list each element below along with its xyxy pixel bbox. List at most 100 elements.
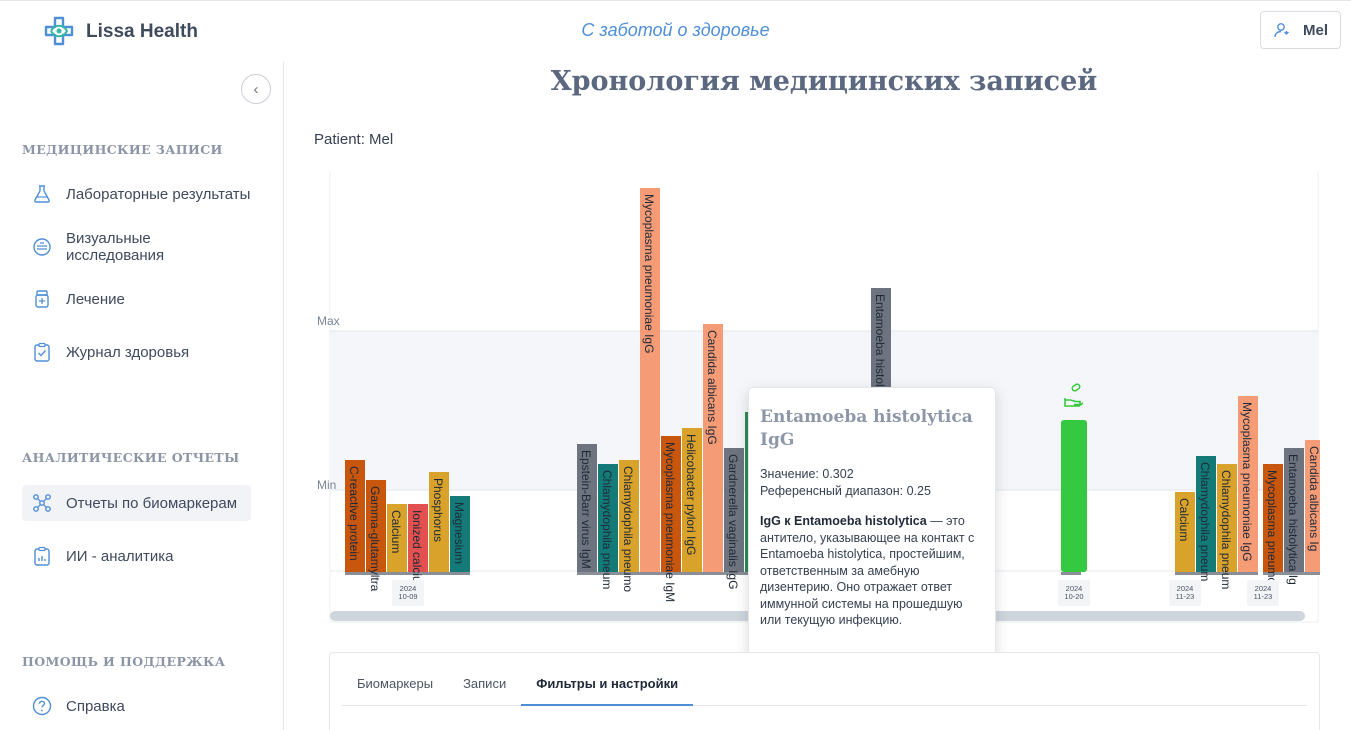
sidebar-item-imaging[interactable]: Визуальные исследования bbox=[22, 229, 251, 265]
date-label: 2024 bbox=[1066, 584, 1083, 593]
date-label-bg bbox=[1058, 580, 1090, 606]
bar-label: Entamoeba histolytica Ig bbox=[1286, 454, 1300, 585]
biomarker-bar[interactable] bbox=[1175, 492, 1195, 572]
tooltip-description-term: IgG к Entamoeba histolytica bbox=[760, 514, 927, 528]
tooltip-title: Entamoeba histolytica IgG bbox=[760, 407, 973, 450]
date-label-bg bbox=[1169, 580, 1201, 606]
bar-label: Phosphorus bbox=[431, 478, 445, 542]
bar-label: Magnesium bbox=[452, 502, 466, 564]
group-baseline bbox=[577, 572, 765, 575]
biomarker-tooltip: Entamoeba histolytica IgG Значение: 0.30… bbox=[748, 387, 996, 665]
sidebar-item-lab-results[interactable]: Лабораторные результаты bbox=[22, 176, 251, 212]
date-label: 10-20 bbox=[1064, 592, 1083, 601]
max-label: Max bbox=[317, 314, 340, 328]
sidebar-item-label: Визуальные исследования bbox=[66, 230, 165, 264]
bar-label: Calcium bbox=[389, 510, 403, 553]
user-menu-button[interactable]: Mel bbox=[1260, 11, 1341, 49]
biomarker-bar[interactable] bbox=[682, 428, 702, 572]
tagline: С заботой о здоровье bbox=[581, 20, 770, 40]
biomarker-bar[interactable] bbox=[619, 460, 639, 572]
date-label-bg bbox=[1247, 580, 1279, 606]
biomarker-bar[interactable] bbox=[345, 460, 365, 572]
sidebar-item-label: Лечение bbox=[66, 290, 125, 308]
sidebar-item-help[interactable]: Справка bbox=[22, 688, 251, 724]
user-name: Mel bbox=[1302, 21, 1328, 39]
group-baseline bbox=[1175, 572, 1258, 575]
bar-label: Candida albicans IgG bbox=[705, 330, 719, 445]
hand-pill-icon bbox=[1064, 398, 1084, 407]
bar-label: Chlamydophila pneum bbox=[1219, 470, 1233, 589]
biomarker-bar[interactable] bbox=[598, 464, 618, 572]
biomarker-bar[interactable] bbox=[1284, 448, 1304, 572]
biomarker-bar[interactable] bbox=[661, 436, 681, 572]
brand-logo[interactable]: Lissa Health bbox=[42, 15, 198, 49]
bar-label: Mycoplasma pneumo bbox=[1265, 470, 1279, 584]
tab-biomarkers[interactable]: Биомаркеры bbox=[357, 676, 434, 691]
bar-label: Candida albicans Ig bbox=[1307, 446, 1320, 551]
biomarker-bar[interactable] bbox=[724, 448, 744, 572]
biomarker-bar[interactable] bbox=[640, 188, 660, 572]
group-baseline bbox=[1061, 572, 1081, 575]
bar-label: Gamma-glutamyltra bbox=[368, 486, 382, 592]
app-header: Lissa Health С заботой о здоровье Mel bbox=[0, 0, 1351, 62]
date-label: 11-23 bbox=[1254, 592, 1273, 601]
bar-label: Chlamydophila pneum bbox=[1198, 462, 1212, 581]
bar-label: Epstein-Barr virus IgM bbox=[579, 450, 593, 569]
group-baseline bbox=[345, 572, 470, 575]
medication-icon bbox=[35, 290, 49, 308]
date-label: 10-09 bbox=[398, 592, 417, 601]
sidebar-item-treatment[interactable]: Лечение bbox=[22, 281, 251, 317]
group-baseline bbox=[1263, 572, 1325, 575]
brand-name: Lissa Health bbox=[86, 21, 198, 42]
biomarker-bar[interactable] bbox=[1061, 420, 1087, 572]
biomarker-bar[interactable] bbox=[703, 324, 723, 572]
sidebar-collapse-button[interactable]: ‹ bbox=[241, 74, 271, 104]
help-circle-icon bbox=[32, 696, 52, 716]
bar-label: Chlamydophila pneum bbox=[600, 470, 614, 589]
report-icon bbox=[34, 546, 50, 566]
bar-label: Gardnerella vaginalis IgG bbox=[726, 454, 740, 589]
patient-label: Patient: Mel bbox=[314, 131, 394, 148]
details-panel: Биомаркеры Записи Фильтры и настройки bbox=[329, 652, 1320, 730]
sidebar-item-health-journal[interactable]: Журнал здоровья bbox=[22, 334, 251, 370]
network-icon bbox=[33, 494, 51, 512]
bar-label: Chlamydophila pneumo bbox=[621, 466, 635, 592]
bar-label: Helicobacter pylori IgG bbox=[684, 434, 698, 555]
biomarker-bar[interactable] bbox=[1238, 396, 1258, 572]
chevron-left-icon: ‹ bbox=[253, 80, 259, 98]
biomarker-bar[interactable] bbox=[366, 480, 386, 572]
biomarker-bar[interactable] bbox=[408, 504, 428, 572]
tooltip-description-text: — это антитело, указывающее на контакт с… bbox=[760, 514, 975, 627]
biomarker-bar[interactable] bbox=[450, 496, 470, 572]
imaging-icon bbox=[33, 238, 51, 256]
biomarker-bar[interactable] bbox=[1196, 456, 1216, 572]
biomarker-bar[interactable] bbox=[387, 504, 407, 572]
sidebar-item-biomarker-reports[interactable]: Отчеты по биомаркерам bbox=[22, 485, 251, 521]
tab-filters-settings[interactable]: Фильтры и настройки bbox=[521, 665, 694, 706]
clipboard-check-icon bbox=[34, 342, 50, 362]
date-label: 11-23 bbox=[1176, 592, 1195, 601]
bar-label: Mycoplasma pneumoniae IgG bbox=[642, 194, 656, 353]
tab-records[interactable]: Записи bbox=[463, 676, 507, 691]
date-label: 2024 bbox=[1255, 584, 1272, 593]
medical-cross-logo-icon bbox=[44, 16, 74, 46]
date-label: 2024 bbox=[1177, 584, 1194, 593]
page-title: Хронология медицинских записей bbox=[550, 66, 1098, 97]
min-label: Min bbox=[317, 478, 336, 492]
bar-label: Mycoplasma pneumoniae IgG bbox=[1240, 402, 1254, 561]
biomarker-bar[interactable] bbox=[1217, 464, 1237, 572]
sidebar-item-label: Журнал здоровья bbox=[66, 343, 190, 361]
section-title-analytics: Аналитические отчеты bbox=[22, 450, 240, 465]
user-icon bbox=[1274, 23, 1289, 38]
sidebar-item-ai-analytics[interactable]: ИИ - аналитика bbox=[22, 538, 251, 574]
sidebar-item-label: Справка bbox=[66, 697, 125, 715]
biomarker-bar[interactable] bbox=[429, 472, 449, 572]
biomarker-bar[interactable] bbox=[577, 444, 597, 572]
sidebar-item-label: Отчеты по биомаркерам bbox=[66, 494, 238, 512]
tab-bar: Биомаркеры Записи Фильтры и настройки bbox=[342, 665, 1307, 706]
tooltip-value: Значение: 0.302 bbox=[760, 467, 854, 481]
pill-icon bbox=[1071, 383, 1081, 392]
sidebar: ‹ Медицинские записи Лабораторные резуль… bbox=[0, 62, 284, 730]
biomarker-bar[interactable] bbox=[1263, 464, 1283, 572]
date-label-bg bbox=[392, 580, 424, 606]
